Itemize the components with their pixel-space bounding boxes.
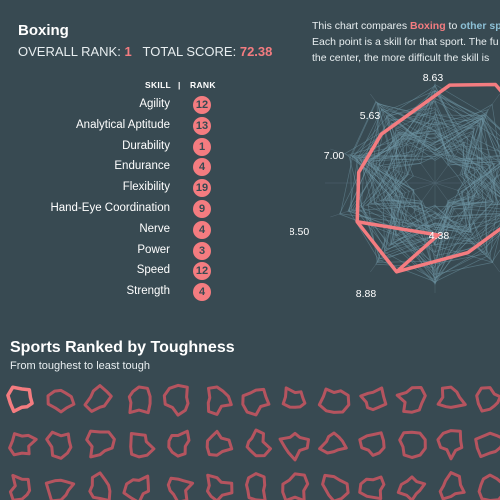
sport-shape[interactable] — [87, 431, 115, 457]
radar-point-label: 8.50 — [290, 226, 309, 238]
chart-intro: This chart compares Boxing to other spor… — [312, 18, 500, 66]
sport-summary: OVERALL RANK: 1 TOTAL SCORE: 72.38 — [18, 44, 272, 59]
skill-name: Endurance — [114, 160, 170, 172]
sport-shape[interactable] — [208, 387, 231, 414]
sport-shape[interactable] — [10, 434, 37, 455]
skill-rank-badge: 12 — [193, 96, 211, 114]
skill-name: Hand-Eye Coordination — [50, 202, 170, 214]
sport-shape[interactable] — [438, 387, 465, 407]
sport-shape[interactable] — [440, 473, 464, 499]
sport-shape[interactable] — [131, 434, 154, 457]
column-separator: | — [178, 80, 181, 90]
skill-row: Nerve 4 — [0, 220, 230, 241]
sport-shape[interactable] — [361, 388, 386, 410]
skill-row: Agility 12 — [0, 95, 230, 116]
sport-shape[interactable] — [479, 475, 500, 500]
intro-sport-highlight: Boxing — [410, 20, 446, 32]
sport-shape[interactable] — [8, 387, 32, 411]
sport-shapes-grid — [0, 378, 500, 500]
skill-row: Analytical Aptitude 13 — [0, 116, 230, 137]
skill-rank-badge: 9 — [193, 200, 211, 218]
skill-name: Power — [137, 244, 170, 256]
sport-shape[interactable] — [164, 385, 188, 415]
sport-shape[interactable] — [283, 388, 305, 407]
skill-rank-badge: 4 — [193, 221, 211, 239]
skill-row: Endurance 4 — [0, 157, 230, 178]
sport-shape[interactable] — [360, 477, 384, 499]
sport-shape[interactable] — [129, 387, 150, 413]
skill-name: Flexibility — [123, 181, 170, 193]
skill-rank-badge: 13 — [193, 117, 211, 135]
skill-row: Power 3 — [0, 241, 230, 262]
skill-rank-badge: 3 — [193, 242, 211, 260]
sport-shape[interactable] — [438, 431, 462, 459]
skill-column-header: SKILL — [145, 80, 171, 90]
skill-name: Nerve — [139, 223, 170, 235]
skill-name: Strength — [127, 285, 170, 297]
sport-shape[interactable] — [477, 388, 500, 412]
skill-rank-badge: 1 — [193, 138, 211, 156]
skill-row: Speed 12 — [0, 261, 230, 282]
skill-rank-badge: 4 — [193, 283, 211, 301]
skill-row: Durability 1 — [0, 137, 230, 158]
skill-rank-badge: 4 — [193, 158, 211, 176]
overall-rank-label: OVERALL RANK: — [18, 44, 121, 59]
skill-row: Flexibility 19 — [0, 178, 230, 199]
sport-shape[interactable] — [320, 433, 347, 453]
radar-chart: 8.63 5.63 7.00 8.50 8.88 4.38 — [290, 60, 500, 300]
skill-row: Strength 4 — [0, 282, 230, 303]
sport-shape[interactable] — [168, 478, 192, 500]
ranked-section-title: Sports Ranked by Toughness — [10, 339, 235, 357]
sport-shape[interactable] — [47, 432, 71, 458]
skill-rank-badge: 19 — [193, 179, 211, 197]
skill-name: Speed — [137, 264, 170, 276]
radar-point-label: 4.38 — [429, 230, 450, 242]
sport-shape[interactable] — [46, 480, 73, 500]
sport-shape[interactable] — [207, 431, 232, 455]
intro-other-sports-highlight: other sports — [460, 20, 500, 32]
skill-name: Durability — [122, 140, 170, 152]
sport-shape[interactable] — [247, 474, 266, 500]
sport-shape[interactable] — [169, 431, 189, 456]
sport-shape[interactable] — [208, 475, 232, 500]
sport-title: Boxing — [18, 22, 69, 39]
skill-row: Hand-Eye Coordination 9 — [0, 199, 230, 220]
sport-shape[interactable] — [247, 430, 270, 456]
radar-point-label: 8.88 — [356, 288, 377, 300]
ranked-section-subtitle: From toughest to least tough — [10, 360, 150, 372]
overall-rank-value: 1 — [124, 44, 131, 59]
intro-line-1: This chart compares Boxing to other spor… — [312, 18, 500, 34]
sport-shape[interactable] — [360, 433, 384, 456]
sport-shape[interactable] — [124, 476, 149, 500]
total-score-label: TOTAL SCORE: — [143, 44, 237, 59]
intro-text-to: to — [446, 20, 461, 32]
radar-point-label: 5.63 — [360, 110, 381, 122]
rank-column-header: RANK — [190, 80, 216, 90]
sport-shape[interactable] — [397, 388, 425, 413]
intro-line-2: Each point is a skill for that sport. Th… — [312, 34, 500, 50]
sport-shape[interactable] — [319, 389, 349, 412]
sport-shape[interactable] — [10, 475, 29, 500]
sport-shape[interactable] — [323, 475, 349, 500]
sport-shape[interactable] — [243, 389, 269, 415]
sport-shape[interactable] — [400, 432, 426, 457]
radar-point-label: 7.00 — [324, 150, 345, 162]
total-score-value: 72.38 — [240, 44, 273, 59]
skill-rank-badge: 12 — [193, 262, 211, 280]
sport-shape[interactable] — [398, 477, 424, 500]
sport-shape[interactable] — [280, 433, 308, 460]
intro-text: This chart compares — [312, 20, 410, 32]
skill-name: Analytical Aptitude — [76, 119, 170, 131]
radar-point-label: 8.63 — [423, 72, 444, 84]
sport-shape[interactable] — [48, 390, 74, 412]
sport-shape[interactable] — [90, 473, 110, 500]
sport-shape[interactable] — [283, 474, 308, 500]
sport-shape[interactable] — [476, 433, 500, 456]
skill-name: Agility — [139, 98, 170, 110]
sport-shape[interactable] — [85, 386, 111, 412]
